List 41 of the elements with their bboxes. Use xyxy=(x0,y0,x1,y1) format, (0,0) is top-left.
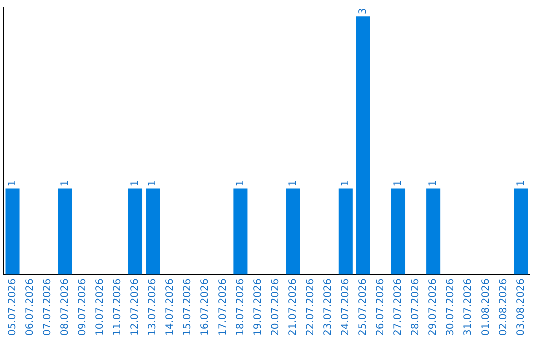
x-tick-label: 02.08.2026 xyxy=(498,278,510,336)
x-tick-label: 17.07.2026 xyxy=(218,278,229,336)
x-tick-label: 19.07.2026 xyxy=(252,278,264,336)
x-tick-label: 06.07.2026 xyxy=(24,278,36,336)
x-tick-label: 15.07.2026 xyxy=(182,278,194,336)
x-tick-label: 22.07.2026 xyxy=(305,278,316,336)
x-tick-label: 09.07.2026 xyxy=(77,278,88,336)
x-tick-label: 25.07.2026 xyxy=(358,278,370,336)
x-tick-label: 12.07.2026 xyxy=(130,278,142,336)
data-label: 1 xyxy=(340,180,352,187)
x-tick-label: 11.07.2026 xyxy=(112,278,124,336)
data-label: 1 xyxy=(516,180,527,187)
data-label: 3 xyxy=(358,8,370,15)
data-label: 1 xyxy=(393,180,404,187)
x-tick-label: 29.07.2026 xyxy=(428,278,440,336)
x-tick-label: 16.07.2026 xyxy=(200,278,212,336)
data-label: 1 xyxy=(130,180,142,187)
data-label: 1 xyxy=(428,180,440,187)
data-label: 1 xyxy=(288,180,299,187)
x-tick-label: 30.07.2026 xyxy=(446,278,457,336)
x-tick-label: 10.07.2026 xyxy=(95,278,106,336)
x-tick-label: 21.07.2026 xyxy=(288,278,299,336)
x-tick-label: 23.07.2026 xyxy=(322,278,334,336)
x-tick-label: 31.07.2026 xyxy=(463,278,474,336)
x-tick-label: 01.08.2026 xyxy=(480,278,492,336)
x-tick-label: 03.08.2026 xyxy=(516,278,527,336)
data-label: 1 xyxy=(7,180,18,187)
data-label: 1 xyxy=(60,180,71,187)
x-tick-label: 13.07.2026 xyxy=(148,278,159,336)
x-tick-label: 20.07.2026 xyxy=(270,278,282,336)
x-tick-label: 07.07.2026 xyxy=(42,278,54,336)
x-tick-label: 08.07.2026 xyxy=(60,278,71,336)
x-tick-label: 05.07.2026 xyxy=(7,278,18,336)
data-label: 1 xyxy=(235,180,246,187)
x-tick-label: 26.07.2026 xyxy=(376,278,387,336)
x-tick-label: 14.07.2026 xyxy=(165,278,176,336)
x-tick-label: 28.07.2026 xyxy=(410,278,422,336)
x-tick-label: 24.07.2026 xyxy=(340,278,352,336)
data-label: 1 xyxy=(148,180,159,187)
x-tick-label: 27.07.2026 xyxy=(393,278,404,336)
x-tick-label: 18.07.2026 xyxy=(235,278,246,336)
